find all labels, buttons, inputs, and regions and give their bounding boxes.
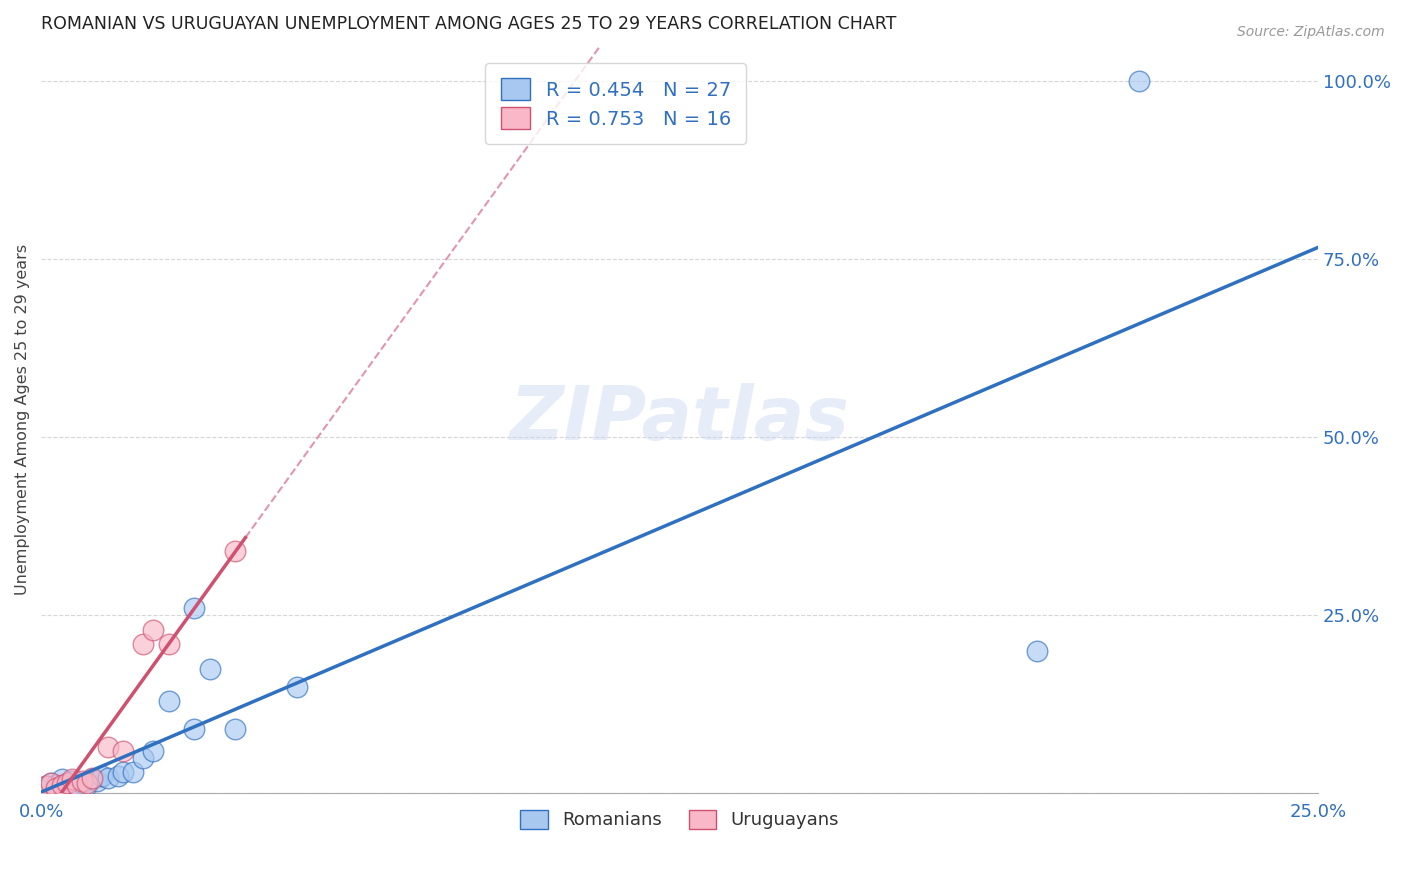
Point [35, 779, 58, 793]
Point [41, 775, 63, 789]
Point [132, 750, 155, 764]
Point [96, 771, 118, 785]
Point [183, 601, 205, 615]
Point [96, 740, 118, 755]
Point [224, 544, 246, 558]
Point [142, 623, 165, 637]
Point [82, 771, 104, 785]
Point [132, 637, 155, 651]
Point [224, 723, 246, 737]
Point [82, 772, 104, 786]
Point [285, 680, 308, 694]
Point [86, 773, 108, 788]
Point [122, 764, 145, 779]
Point [60, 778, 83, 792]
Point [1026, 644, 1049, 658]
Point [111, 744, 134, 758]
Point [70, 775, 93, 789]
Point [35, 779, 58, 793]
Point [60, 772, 83, 786]
Point [157, 694, 180, 708]
Point [183, 723, 205, 737]
Point [66, 778, 89, 792]
Point [91, 768, 114, 782]
Text: ROMANIAN VS URUGUAYAN UNEMPLOYMENT AMONG AGES 25 TO 29 YEARS CORRELATION CHART: ROMANIAN VS URUGUAYAN UNEMPLOYMENT AMONG… [41, 15, 897, 33]
Point [55, 775, 77, 789]
Point [41, 775, 63, 789]
Point [142, 744, 165, 758]
Point [45, 778, 67, 792]
Point [198, 662, 221, 676]
Point [66, 779, 89, 793]
Text: Source: ZipAtlas.com: Source: ZipAtlas.com [1237, 25, 1385, 39]
Point [45, 780, 67, 795]
Point [111, 764, 134, 779]
Point [55, 780, 77, 795]
Point [60, 773, 83, 788]
Legend: Romanians, Uruguayans: Romanians, Uruguayans [513, 802, 846, 837]
Point [76, 775, 98, 789]
Text: ZIPatlas: ZIPatlas [509, 383, 849, 456]
Point [51, 772, 73, 786]
Point [107, 768, 129, 782]
Point [51, 778, 73, 792]
Y-axis label: Unemployment Among Ages 25 to 29 years: Unemployment Among Ages 25 to 29 years [15, 244, 30, 595]
Point [157, 637, 180, 651]
Point [1128, 74, 1150, 88]
Point [76, 778, 98, 792]
Point [70, 773, 93, 788]
